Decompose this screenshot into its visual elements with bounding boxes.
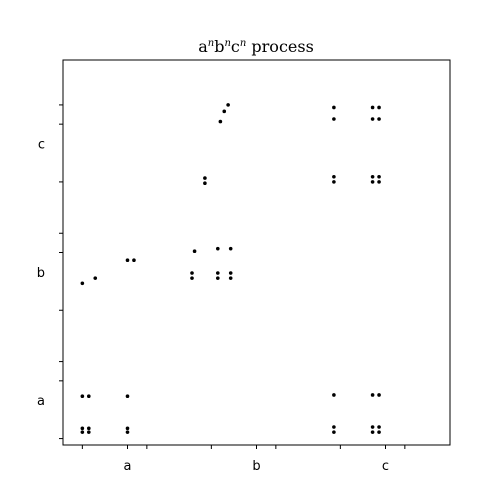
data-point-0 (80, 394, 85, 399)
data-point-5 (87, 430, 91, 434)
data-point-30 (370, 393, 375, 397)
scatter-points (80, 103, 381, 434)
data-point-6 (125, 394, 130, 399)
data-point-19 (192, 249, 197, 254)
data-point-13 (190, 276, 194, 280)
data-point-8 (125, 430, 130, 434)
data-point-45 (377, 174, 381, 179)
data-point-2 (80, 430, 85, 434)
data-point-35 (377, 430, 381, 434)
data-point-7 (125, 426, 130, 431)
data-point-40 (370, 180, 375, 184)
data-point-12 (132, 258, 136, 263)
x-axis-ticks (81, 445, 406, 449)
data-point-21 (228, 246, 233, 251)
data-point-4 (87, 426, 91, 431)
x-tick-label-c: c (382, 459, 389, 474)
data-point-32 (370, 430, 375, 434)
data-point-34 (377, 425, 381, 429)
x-axis-tick-labels: a b c (124, 459, 390, 474)
data-point-20 (216, 246, 220, 251)
data-point-26 (226, 103, 230, 107)
y-axis-tick-labels: a b c (37, 137, 45, 409)
data-point-41 (370, 174, 375, 179)
data-point-44 (377, 180, 381, 184)
data-point-24 (218, 119, 223, 124)
y-axis-ticks (59, 104, 63, 440)
data-point-16 (190, 271, 194, 275)
data-point-15 (228, 276, 233, 280)
data-point-3 (87, 394, 91, 399)
data-point-46 (377, 117, 381, 121)
data-point-47 (377, 105, 381, 110)
data-point-31 (370, 425, 375, 429)
y-tick-label-b: b (37, 266, 45, 281)
x-tick-label-a: a (124, 459, 132, 474)
data-point-42 (370, 117, 375, 121)
data-point-28 (332, 425, 336, 429)
data-point-10 (93, 276, 98, 280)
data-point-18 (228, 271, 233, 275)
data-point-25 (222, 109, 227, 114)
data-point-38 (332, 117, 336, 121)
data-point-33 (377, 393, 381, 397)
data-point-29 (332, 430, 336, 434)
plot-frame (62, 59, 451, 446)
data-point-14 (216, 276, 220, 280)
y-tick-label-a: a (37, 394, 45, 409)
data-point-43 (370, 105, 375, 110)
data-point-23 (203, 181, 207, 185)
data-point-22 (203, 176, 207, 180)
data-point-27 (332, 393, 336, 397)
data-point-37 (332, 174, 336, 179)
data-point-11 (125, 258, 130, 263)
data-point-9 (80, 281, 85, 286)
data-point-39 (332, 105, 336, 110)
data-point-1 (80, 426, 85, 431)
data-point-36 (332, 180, 336, 184)
data-point-17 (216, 271, 220, 275)
chart-title: anbncn process (198, 37, 314, 56)
y-tick-label-c: c (38, 137, 45, 152)
x-tick-label-b: b (252, 459, 260, 474)
